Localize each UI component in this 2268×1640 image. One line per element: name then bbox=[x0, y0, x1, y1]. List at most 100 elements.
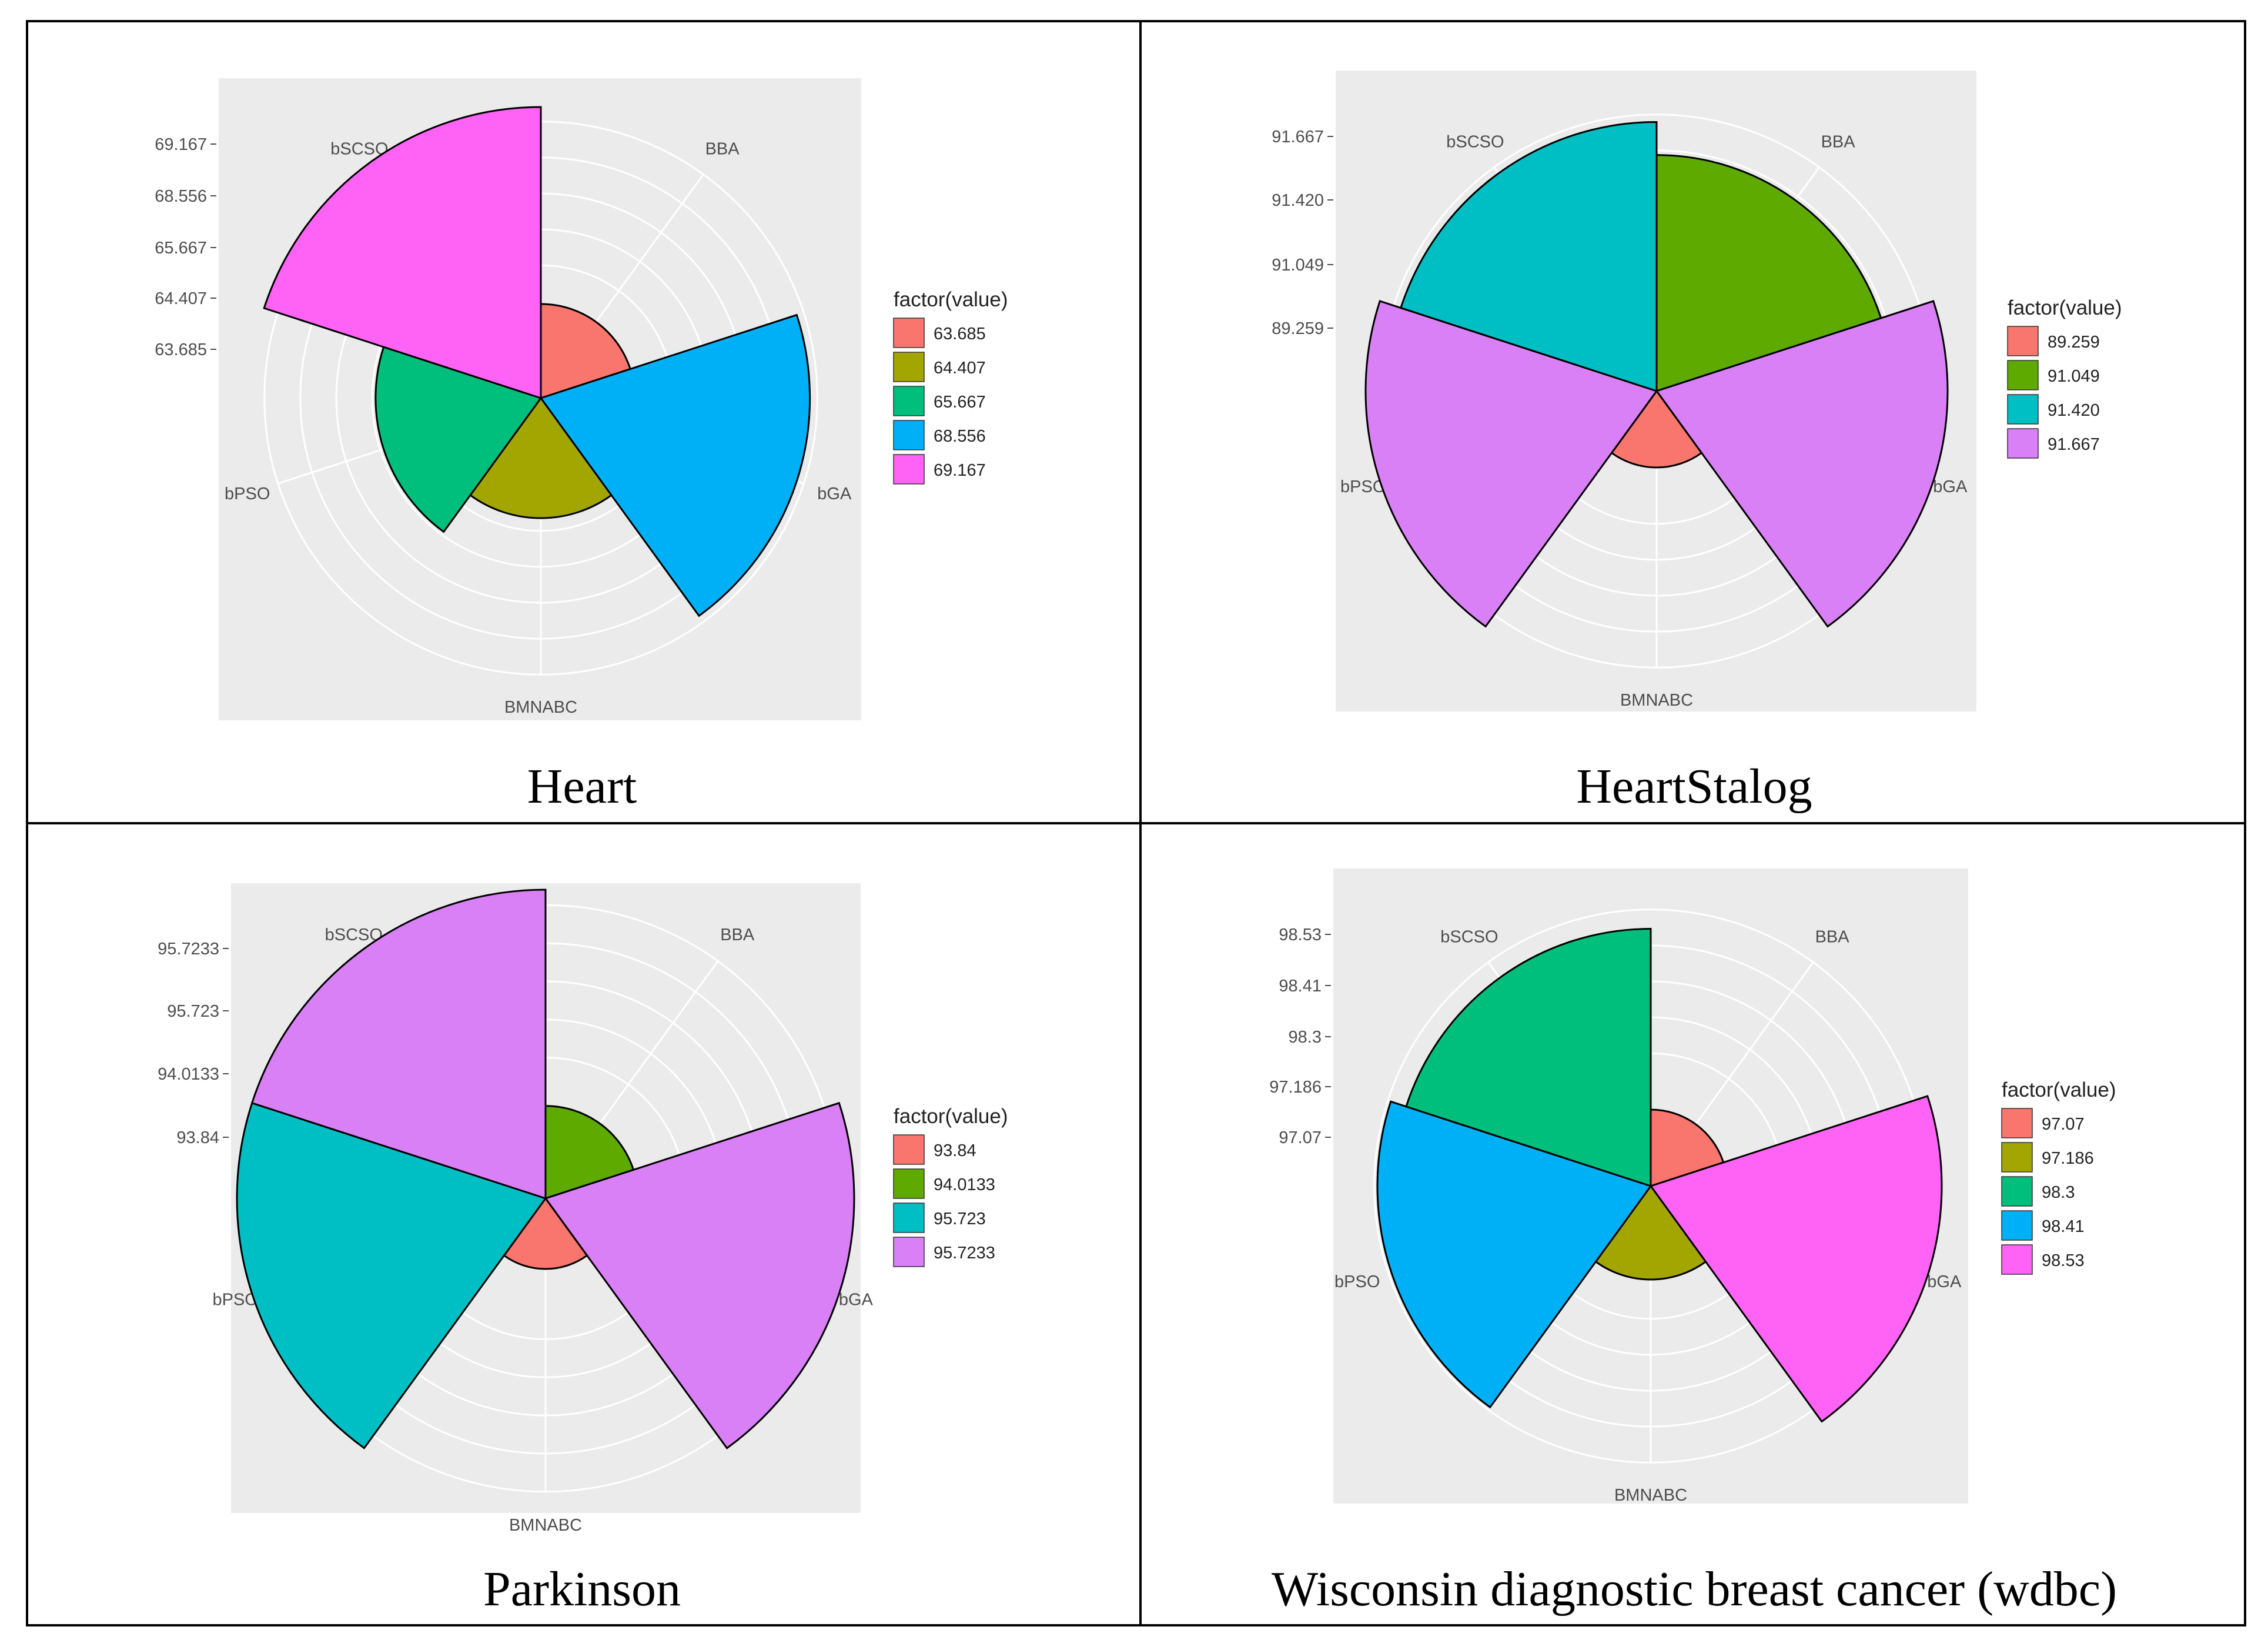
y-tick-label: 91.667 bbox=[1272, 128, 1324, 146]
legend-title: factor(value) bbox=[894, 1105, 1008, 1128]
legend-label: 97.07 bbox=[2042, 1115, 2085, 1134]
wedge-bscso bbox=[263, 106, 542, 400]
legend-swatch bbox=[2007, 394, 2039, 425]
legend-swatch bbox=[893, 1203, 925, 1233]
y-tick-label: 97.186 bbox=[1269, 1078, 1322, 1097]
legend-swatch bbox=[2001, 1210, 2033, 1241]
category-label-bga: bGA bbox=[1927, 1272, 1962, 1291]
category-label-bba: BBA bbox=[705, 139, 740, 158]
legend-label: 91.667 bbox=[2048, 435, 2100, 454]
panels: BBA bGA BMNABC bPSO bSCSO 69.167 68.556 65.667 6… bbox=[155, 71, 2122, 1616]
y-tick-label: 94.0133 bbox=[158, 1065, 219, 1084]
legend-swatch bbox=[2001, 1244, 2033, 1275]
wedge-bba bbox=[540, 303, 632, 400]
legend-swatch bbox=[2007, 326, 2039, 356]
legend-label: 68.556 bbox=[934, 427, 986, 446]
legend-label: 94.0133 bbox=[934, 1175, 995, 1194]
y-tick-label: 91.049 bbox=[1272, 256, 1324, 275]
category-label-bpso: bPSO bbox=[212, 1291, 257, 1310]
panel-title: Wisconsin diagnostic breast cancer (wdbc… bbox=[1272, 1562, 2117, 1616]
category-label-bga: bGA bbox=[839, 1291, 874, 1310]
legend-swatch bbox=[893, 318, 925, 348]
panel-title: HeartStalog bbox=[1576, 759, 1812, 814]
y-tick-label: 89.259 bbox=[1272, 319, 1324, 338]
wedge-bba bbox=[1650, 1108, 1725, 1188]
chart-panel-1: BBA bGA BMNABC bPSO bSCSO 69.167 68.556 65.667 6… bbox=[155, 78, 1008, 814]
legend-swatch bbox=[2007, 360, 2039, 390]
legend-swatch bbox=[893, 1134, 925, 1165]
wedge-bpso bbox=[374, 346, 543, 533]
legend-swatch bbox=[893, 386, 925, 416]
y-tick-label: 91.420 bbox=[1272, 191, 1324, 210]
legend-swatch bbox=[893, 1168, 925, 1199]
panel-title: Heart bbox=[527, 759, 637, 814]
y-tick-label: 69.167 bbox=[155, 135, 207, 154]
y-tick-label: 65.667 bbox=[155, 239, 207, 258]
legend-label: 64.407 bbox=[934, 359, 986, 378]
y-tick-label: 68.556 bbox=[155, 187, 207, 206]
y-tick-label: 63.685 bbox=[155, 340, 207, 359]
legend-swatch bbox=[2001, 1108, 2033, 1138]
legend-label: 93.84 bbox=[934, 1141, 976, 1160]
legend-label: 95.723 bbox=[934, 1210, 986, 1228]
legend-label: 89.259 bbox=[2048, 333, 2100, 352]
chart-panel-3: BBA bGA BMNABC bPSO bSCSO 95.7233 95.723 94.013… bbox=[158, 883, 1008, 1616]
legend-label: 91.420 bbox=[2048, 401, 2100, 420]
wedge-bmnabc bbox=[503, 1197, 588, 1270]
y-tick-label: 98.53 bbox=[1279, 926, 1322, 944]
legend-swatch bbox=[2001, 1142, 2033, 1173]
category-label-bmnabc: BMNABC bbox=[1614, 1486, 1687, 1505]
legend-label: 98.41 bbox=[2042, 1217, 2085, 1236]
legend-swatch bbox=[2001, 1176, 2033, 1207]
category-label-bmnabc: BMNABC bbox=[1620, 691, 1693, 710]
legend-label: 95.7233 bbox=[934, 1244, 995, 1262]
legend-swatch bbox=[2007, 428, 2039, 459]
y-tick-label: 95.723 bbox=[167, 1002, 219, 1021]
category-label-bpso: bPSO bbox=[225, 485, 270, 503]
wedge-bmnabc bbox=[1594, 1184, 1707, 1281]
category-label-bba: BBA bbox=[1815, 927, 1850, 946]
legend-label: 65.667 bbox=[934, 393, 986, 412]
legend-label: 97.186 bbox=[2042, 1149, 2094, 1168]
legend-label: 91.049 bbox=[2048, 367, 2100, 386]
category-label-bmnabc: BMNABC bbox=[509, 1516, 582, 1535]
legend-title: factor(value) bbox=[894, 288, 1008, 311]
category-label-bscso: bSCSO bbox=[330, 139, 388, 158]
category-label-bba: BBA bbox=[1821, 132, 1856, 151]
category-label-bpso: bPSO bbox=[1340, 477, 1386, 496]
category-label-bga: bGA bbox=[817, 485, 852, 503]
category-label-bga: bGA bbox=[1933, 477, 1968, 496]
wedge-bga bbox=[539, 313, 811, 617]
category-label-bmnabc: BMNABC bbox=[504, 698, 577, 717]
category-label-bpso: bPSO bbox=[1334, 1272, 1380, 1291]
category-label-bba: BBA bbox=[720, 926, 755, 944]
legend-title: factor(value) bbox=[2002, 1078, 2116, 1101]
legend-swatch bbox=[893, 454, 925, 485]
category-label-bscso: bSCSO bbox=[1440, 927, 1498, 946]
wedge-bga bbox=[544, 1101, 855, 1449]
chart-panel-2: BBA bGA BMNABC bPSO bSCSO 91.667 91.420 91.049 8… bbox=[1272, 71, 2122, 814]
y-tick-label: 64.407 bbox=[155, 289, 207, 308]
legend-swatch bbox=[893, 352, 925, 382]
panel-title: Parkinson bbox=[483, 1562, 681, 1616]
legend-label: 69.167 bbox=[934, 461, 986, 480]
legend-title: factor(value) bbox=[2008, 296, 2122, 319]
wedge-bscso bbox=[1399, 121, 1658, 393]
wedge-bga bbox=[1655, 300, 1949, 628]
wedge-bscso bbox=[250, 889, 547, 1200]
y-tick-label: 98.3 bbox=[1289, 1028, 1322, 1047]
legend-swatch bbox=[893, 420, 925, 450]
wedge-bscso bbox=[1405, 927, 1652, 1188]
wedge-bpso bbox=[1376, 1100, 1653, 1409]
wedge-bpso bbox=[1364, 300, 1658, 628]
y-tick-label: 97.07 bbox=[1279, 1128, 1322, 1147]
chart-panel-4: BBA bGA BMNABC bPSO bSCSO 98.53 98.41 98.3 97.18… bbox=[1269, 869, 2117, 1616]
wedge-bmnabc bbox=[469, 396, 613, 519]
y-tick-label: 98.41 bbox=[1279, 977, 1322, 996]
y-tick-label: 93.84 bbox=[176, 1128, 219, 1147]
category-label-bscso: bSCSO bbox=[1446, 132, 1504, 151]
legend-label: 63.685 bbox=[934, 325, 986, 343]
wedge-bpso bbox=[236, 1101, 547, 1449]
wedge-bmnabc bbox=[1610, 389, 1703, 469]
